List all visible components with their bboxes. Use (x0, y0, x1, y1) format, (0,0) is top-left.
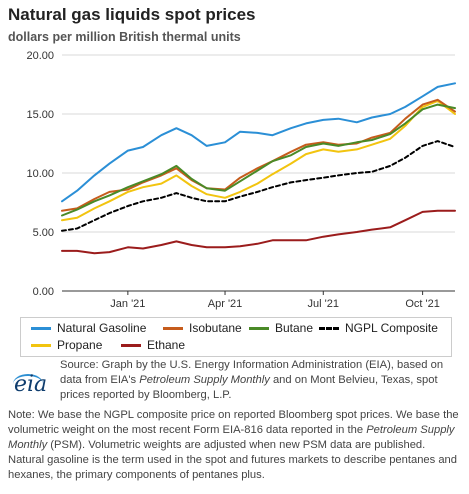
source-text-1: Source: Graph by the U.S. Energy Informa… (60, 359, 444, 386)
legend-label-isobutane: Isobutane (189, 321, 242, 335)
legend-label-natural-gasoline: Natural Gasoline (57, 321, 147, 335)
legend-swatch-isobutane (163, 326, 183, 330)
legend-item-isobutane: Isobutane (163, 321, 242, 335)
source-text: Source: Graph by the U.S. Energy Informa… (60, 358, 460, 403)
legend-label-butane: Butane (275, 321, 314, 335)
source-publication: Petroleum Supply Monthly (139, 374, 270, 386)
x-tick-label: Jan '21 (110, 298, 145, 310)
x-tick-label: Oct '21 (405, 298, 440, 310)
chart-title: Natural gas liquids spot prices (8, 5, 256, 24)
gridlines (62, 54, 455, 292)
legend-item-butane: Butane (249, 321, 313, 335)
y-tick-label: 10.00 (26, 168, 54, 180)
series-lines (61, 82, 456, 255)
legend-label-ethane: Ethane (147, 338, 186, 352)
y-tick-label: 5.00 (33, 227, 54, 239)
legend-item-ethane: Ethane (121, 338, 185, 352)
eia-logo-text: eia (14, 372, 48, 397)
y-tick-label: 15.00 (26, 109, 54, 121)
source-text-2: and on Mont Belvieu, Texas, spot prices … (60, 374, 438, 401)
x-tick-label: Jul '21 (308, 298, 339, 310)
legend-swatch-natural-gasoline (31, 326, 51, 330)
legend-swatch-butane (249, 326, 269, 330)
y-axis-ticks: 0.00 5.00 10.00 15.00 20.00 (26, 50, 54, 298)
legend-label-ngpl-composite: NGPL Composite (345, 321, 438, 335)
legend-swatch-propane (31, 343, 51, 347)
x-tick-label: Apr '21 (208, 298, 243, 310)
legend-swatch-ngpl-composite (319, 326, 339, 330)
legend-item-propane: Propane (31, 338, 102, 352)
line-chart: 0.00 5.00 10.00 15.00 20.00 Jan '21 Apr '21 Ju… (26, 50, 456, 310)
note-publication: Petroleum Supply Monthly (8, 424, 455, 451)
chart-legend: Natural Gasoline Isobutane Butane NGPL C… (20, 317, 452, 357)
eia-logo: eia (13, 372, 48, 400)
legend-label-propane: Propane (57, 338, 103, 352)
legend-item-ngpl-composite: NGPL Composite (319, 321, 438, 335)
legend-item-natural-gasoline: Natural Gasoline (31, 321, 146, 335)
note-text-2: (PSM). Volumetric weights are adjusted w… (8, 439, 458, 481)
series-line-natural-gasoline (61, 82, 456, 203)
note-text: Note: We base the NGPL composite price o… (8, 408, 463, 483)
y-tick-label: 20.00 (26, 50, 54, 62)
x-axis-ticks: Jan '21 Apr '21 Jul '21 Oct '21 (110, 291, 440, 310)
y-tick-label: 0.00 (33, 286, 54, 298)
legend-swatch-ethane (121, 343, 141, 347)
series-line-butane (61, 103, 456, 217)
series-line-ngpl-composite (61, 140, 456, 232)
series-line-ethane (61, 209, 456, 255)
chart-subtitle: dollars per million British thermal unit… (8, 30, 241, 44)
series-line-propane (61, 100, 456, 222)
note-text-1: Note: We base the NGPL composite price o… (8, 409, 459, 436)
eia-logo-arc (13, 374, 43, 384)
